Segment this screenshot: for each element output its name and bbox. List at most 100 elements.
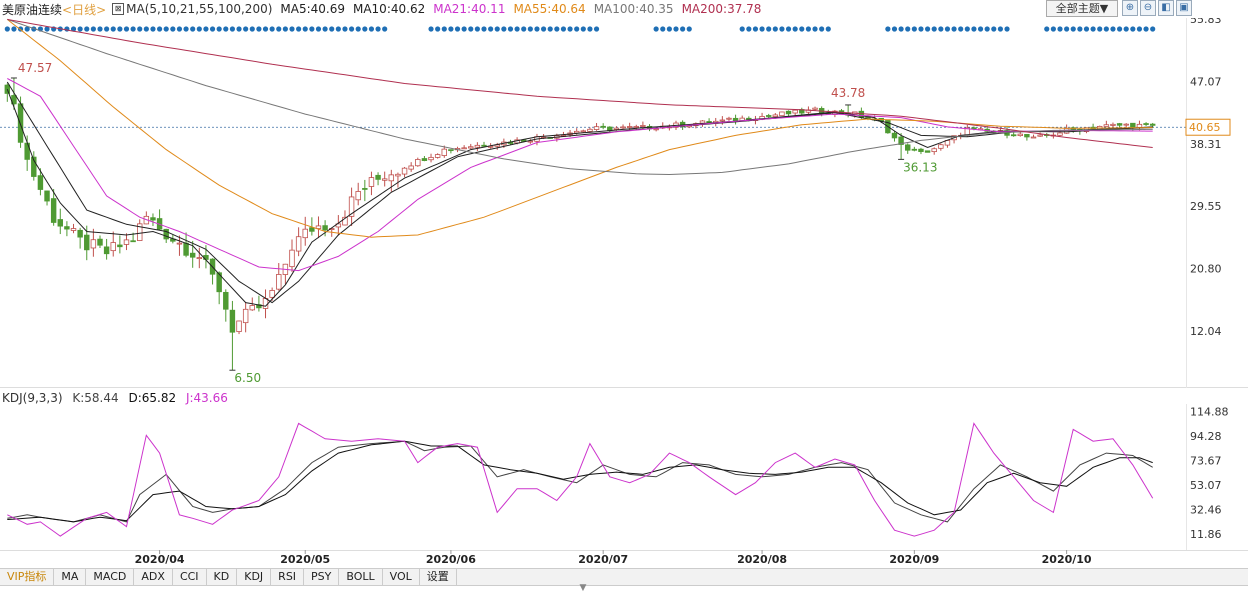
candle-up	[348, 196, 355, 217]
signal-dot	[931, 26, 937, 32]
date-axis: 2020/04 2020/05 2020/06 2020/07 2020/08 2020/…	[135, 550, 1092, 566]
signal-dot	[547, 26, 553, 32]
candle-down	[84, 234, 90, 251]
candle-down	[1024, 134, 1030, 138]
signal-dot	[435, 26, 441, 32]
signal-dot	[335, 26, 341, 32]
candle-up	[428, 156, 434, 161]
signal-dot	[660, 26, 666, 32]
signal-dot	[819, 26, 825, 32]
kdj-line-k	[7, 440, 1153, 523]
signal-dot	[924, 26, 931, 32]
candle-up	[302, 228, 308, 239]
candle-up	[381, 178, 388, 181]
signal-dot	[143, 26, 149, 32]
fullscreen-icon[interactable]: ▣	[1176, 0, 1192, 16]
ma55-value: MA55:40.64	[513, 2, 586, 16]
candle-up	[620, 126, 626, 129]
signal-dot	[196, 26, 202, 32]
price-tick-label: 20.80	[1190, 262, 1222, 275]
signal-dot	[746, 26, 752, 32]
candle-up	[269, 290, 275, 298]
theme-dropdown-button[interactable]: 全部主题▼	[1046, 0, 1118, 17]
annotation-label-low: 6.50	[234, 371, 261, 385]
candle-down	[765, 115, 772, 117]
candle-up	[236, 320, 242, 332]
candle-down	[362, 188, 368, 190]
tab-boll[interactable]: BOLL	[339, 569, 383, 585]
signal-dot	[567, 26, 573, 32]
signal-dot	[481, 26, 487, 32]
signal-dot	[488, 26, 494, 32]
candle-up	[699, 120, 706, 124]
candle-down	[229, 309, 236, 333]
collapse-panel-icon[interactable]: ▼	[579, 583, 587, 593]
signal-dot	[441, 26, 447, 32]
kdj-tick-label: 32.46	[1190, 503, 1222, 516]
tab-adx[interactable]: ADX	[134, 569, 173, 585]
signal-dot	[680, 26, 686, 32]
candle-down	[223, 291, 229, 310]
ma5-value: MA5:40.69	[280, 2, 345, 16]
candle-up	[653, 128, 659, 131]
signal-dot	[123, 26, 130, 32]
tab-psy[interactable]: PSY	[304, 569, 340, 585]
candle-down	[216, 272, 222, 293]
candle-down	[375, 174, 381, 180]
candle-up	[196, 257, 203, 260]
candle-up	[1103, 124, 1110, 127]
signal-dot	[964, 26, 970, 32]
price-chart[interactable]: 47.57 6.50 43.78 36.13 55.83 47.07 38.31 29.55…	[0, 18, 1248, 388]
candle-down	[1010, 134, 1017, 137]
signal-dot	[262, 26, 269, 32]
candle-up	[441, 148, 447, 156]
kdj-tick-label: 53.07	[1190, 479, 1222, 492]
signal-dot	[1116, 26, 1123, 32]
signal-dot	[739, 26, 745, 32]
zoom-out-icon[interactable]: ⊖	[1140, 0, 1156, 16]
candle-up	[276, 274, 282, 290]
ma10-value: MA10:40.62	[352, 2, 426, 16]
layout-icon[interactable]: ◧	[1158, 0, 1174, 16]
signal-dot	[130, 26, 136, 32]
symbol-name[interactable]: 美原油连续	[2, 2, 63, 17]
tab-settings[interactable]: 设置	[420, 569, 457, 585]
price-tick-label: 38.31	[1190, 138, 1222, 151]
tab-macd[interactable]: MACD	[86, 569, 135, 585]
candle-down	[918, 148, 924, 152]
tab-kdj[interactable]: KDJ	[237, 569, 272, 585]
zoom-in-icon[interactable]: ⊕	[1122, 0, 1138, 16]
signal-dot	[885, 26, 891, 32]
kdj-line-j	[7, 422, 1154, 537]
signal-dot	[209, 26, 216, 32]
tab-ma[interactable]: MA	[54, 569, 87, 585]
signal-dot	[938, 26, 944, 32]
price-grid	[0, 18, 1248, 388]
signal-dot	[382, 26, 388, 32]
signal-dot	[315, 26, 322, 32]
period-label[interactable]: <日线>	[62, 2, 107, 17]
tab-vol[interactable]: VOL	[383, 569, 420, 585]
date-tick-label: 2020/08	[737, 553, 787, 566]
signal-dot	[77, 26, 83, 32]
kdj-tick-label: 11.86	[1190, 528, 1222, 541]
signal-dot	[329, 26, 335, 32]
candle-up	[368, 177, 375, 187]
candle-down	[37, 175, 44, 190]
tab-cci[interactable]: CCI	[173, 569, 207, 585]
candlesticks	[4, 77, 1156, 371]
signal-dot	[236, 26, 242, 32]
tab-rsi[interactable]: RSI	[271, 569, 305, 585]
tab-vip-indicator[interactable]: VIP指标	[0, 569, 55, 585]
price-tick-label: 29.55	[1190, 200, 1222, 213]
candle-up	[474, 144, 481, 148]
candle-up	[1110, 123, 1116, 126]
candle-up	[355, 191, 361, 201]
candle-up	[1057, 132, 1063, 136]
ma21-value: MA21:40.11	[433, 2, 506, 16]
ma-settings-icon[interactable]: ⊠	[112, 3, 125, 15]
candle-up	[626, 126, 633, 128]
candle-up	[792, 109, 798, 114]
tab-kd[interactable]: KD	[207, 569, 238, 585]
